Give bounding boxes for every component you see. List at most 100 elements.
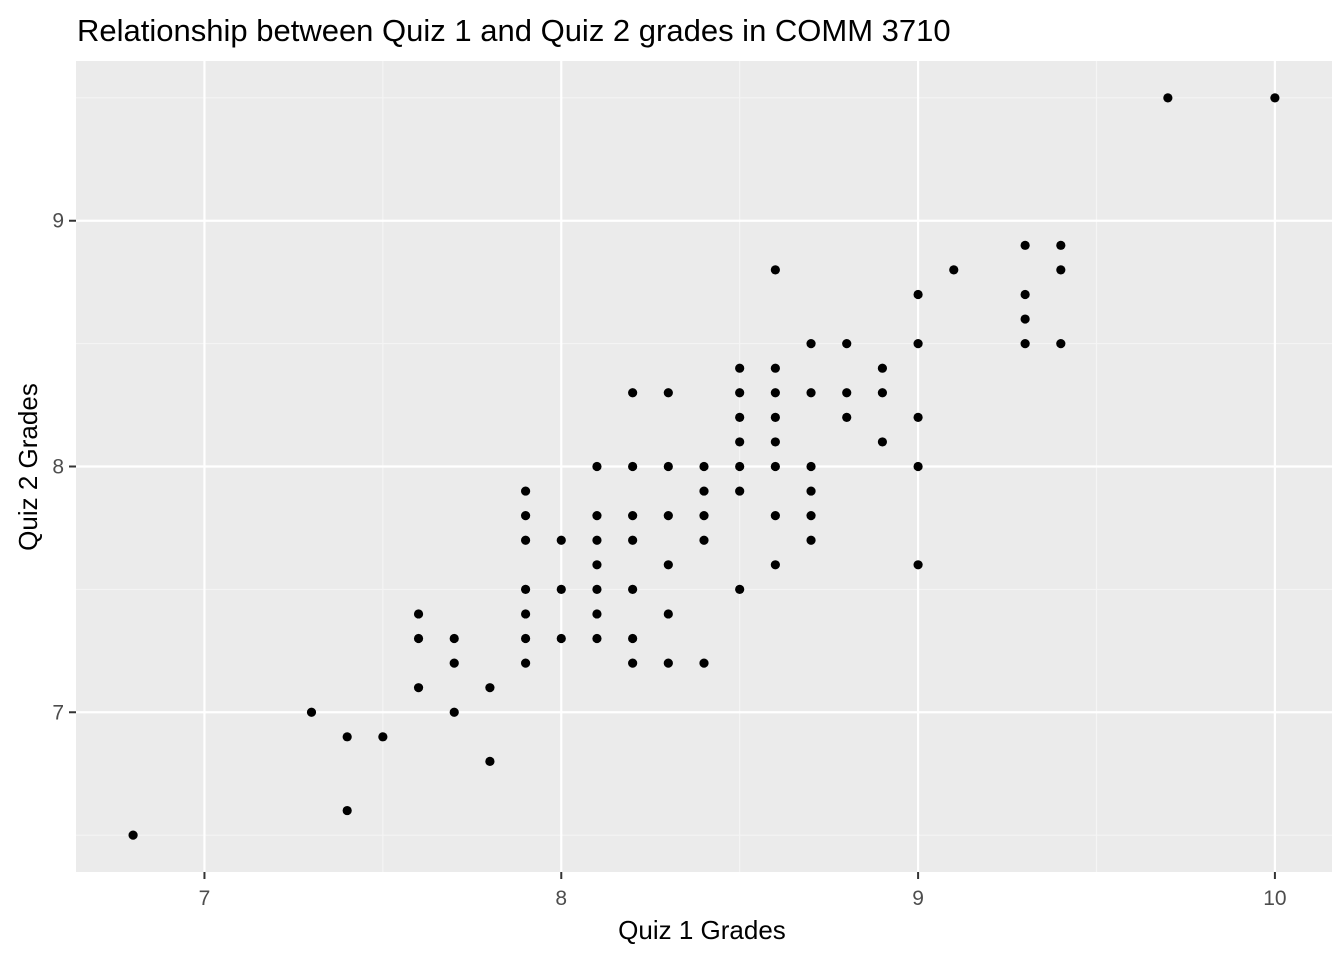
data-point: [699, 461, 709, 472]
data-point: [770, 265, 780, 275]
data-point: [806, 486, 816, 496]
x-tick-label: 7: [199, 887, 211, 910]
data-point: [699, 486, 709, 496]
data-point: [449, 633, 459, 644]
data-point: [592, 633, 602, 644]
data-point: [877, 437, 888, 447]
data-point: [735, 363, 745, 373]
data-point: [1163, 93, 1173, 103]
data-point: [592, 584, 602, 594]
data-point: [806, 461, 816, 472]
y-axis-label: Quiz 2 Grades: [13, 383, 43, 551]
data-point: [699, 658, 709, 668]
data-point: [485, 756, 495, 767]
data-point: [342, 805, 352, 816]
data-point: [520, 658, 531, 668]
data-point: [877, 363, 888, 373]
data-point: [770, 388, 780, 398]
data-point: [663, 658, 673, 668]
y-tick-label: 7: [52, 701, 64, 724]
data-point: [628, 511, 638, 521]
data-point: [842, 388, 852, 398]
data-point: [913, 560, 923, 570]
data-point: [1020, 240, 1030, 250]
data-point: [913, 412, 923, 422]
y-axis-ticks: 7 8 9: [52, 210, 76, 724]
data-point: [877, 388, 888, 398]
data-point: [806, 511, 816, 521]
data-point: [663, 461, 673, 472]
data-point: [449, 658, 459, 668]
data-point: [913, 339, 923, 349]
data-point: [628, 535, 638, 545]
data-point: [699, 535, 709, 545]
data-point: [735, 461, 745, 472]
data-point: [628, 584, 638, 594]
data-point: [556, 584, 566, 594]
chart-title: Relationship between Quiz 1 and Quiz 2 g…: [77, 13, 951, 48]
data-point: [949, 265, 959, 275]
data-point: [520, 511, 531, 521]
x-tick-label: 10: [1263, 887, 1286, 910]
data-point: [628, 461, 638, 472]
data-point: [842, 339, 852, 349]
data-point: [735, 412, 745, 422]
data-point: [520, 535, 531, 545]
data-point: [663, 511, 673, 521]
x-axis-label: Quiz 1 Grades: [618, 915, 786, 945]
data-point: [806, 388, 816, 398]
data-point: [485, 683, 495, 693]
data-point: [1020, 314, 1030, 324]
data-point: [520, 486, 531, 496]
data-point: [520, 584, 531, 594]
data-point: [770, 560, 780, 570]
data-point: [592, 609, 602, 619]
data-point: [628, 388, 638, 398]
data-point: [770, 363, 780, 373]
x-tick-label: 9: [912, 887, 924, 910]
data-point: [913, 289, 923, 300]
data-point: [413, 633, 424, 644]
data-point: [628, 633, 638, 644]
data-point: [735, 388, 745, 398]
data-point: [592, 560, 602, 570]
data-point: [592, 535, 602, 545]
data-point: [663, 560, 673, 570]
data-point: [413, 609, 424, 619]
data-point: [342, 732, 352, 742]
data-point: [520, 609, 531, 619]
data-point: [770, 412, 780, 422]
y-tick-label: 8: [52, 456, 64, 479]
data-point: [770, 437, 780, 447]
data-point: [1056, 265, 1066, 275]
data-point: [1020, 339, 1030, 349]
data-point: [770, 511, 780, 521]
data-point: [520, 633, 531, 644]
data-point: [842, 412, 852, 422]
data-point: [913, 461, 923, 472]
data-point: [592, 511, 602, 521]
data-point: [413, 683, 424, 693]
data-point: [663, 609, 673, 619]
data-point: [735, 437, 745, 447]
data-point: [556, 633, 566, 644]
data-point: [449, 707, 459, 717]
data-point: [735, 584, 745, 594]
x-axis-ticks: 7 8 9 10: [199, 872, 1287, 910]
data-point: [735, 486, 745, 496]
y-tick-label: 9: [52, 210, 64, 233]
data-point: [1020, 289, 1030, 300]
data-point: [1056, 240, 1066, 250]
data-point: [1270, 93, 1280, 103]
data-point: [663, 388, 673, 398]
data-point: [628, 658, 638, 668]
data-points: [128, 93, 1280, 840]
data-point: [806, 339, 816, 349]
data-point: [592, 461, 602, 472]
data-point: [128, 830, 138, 840]
data-point: [556, 535, 566, 545]
x-tick-label: 8: [555, 887, 567, 910]
data-point: [699, 511, 709, 521]
data-point: [1056, 339, 1066, 349]
